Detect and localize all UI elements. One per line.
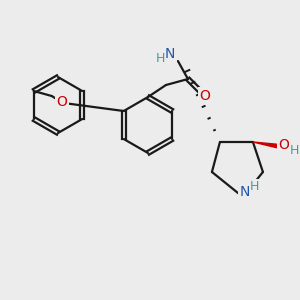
Text: O: O [200,89,210,103]
Text: H: H [290,145,300,158]
Text: O: O [278,138,290,152]
Text: H: H [250,181,260,194]
Polygon shape [253,142,277,148]
Text: H: H [155,52,165,64]
Text: N: N [165,47,175,61]
Text: O: O [56,95,67,109]
Text: N: N [240,185,250,199]
